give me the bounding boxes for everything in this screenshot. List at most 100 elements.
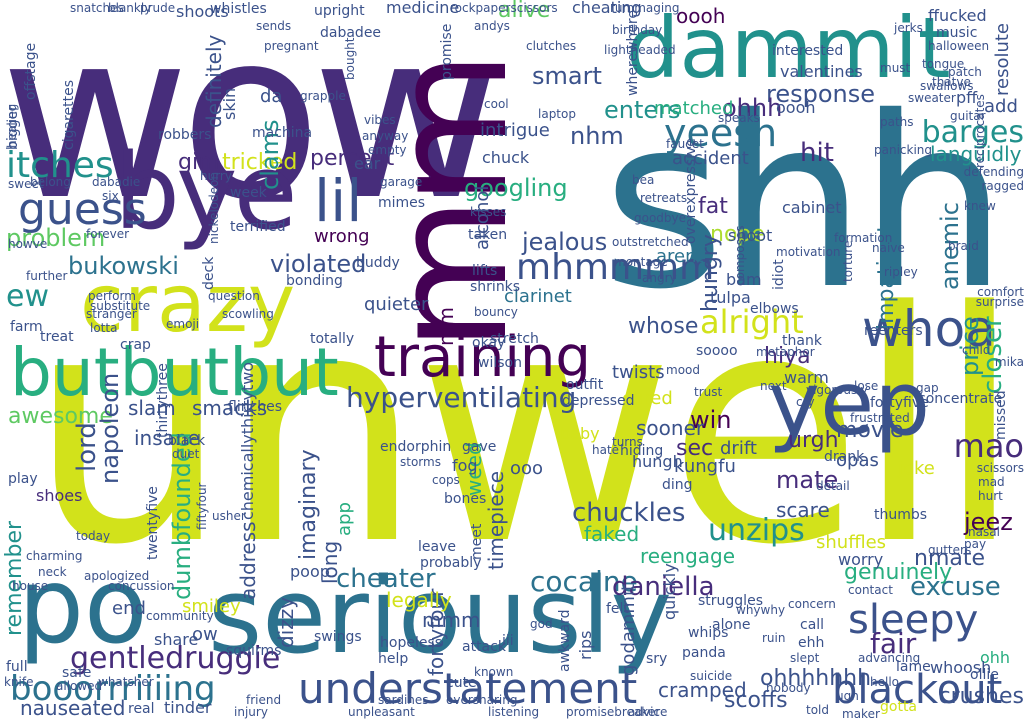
cloud-word: mad bbox=[978, 475, 1005, 489]
cloud-word: ding bbox=[662, 477, 693, 493]
cloud-word: whoa bbox=[862, 300, 996, 358]
cloud-word: nope bbox=[710, 222, 765, 247]
cloud-word: po bbox=[18, 545, 148, 667]
cloud-word: yeesh bbox=[664, 111, 778, 155]
cloud-word: concussion bbox=[108, 579, 175, 593]
cloud-word: mood bbox=[666, 363, 700, 377]
cloud-word: mhmmmm bbox=[516, 247, 715, 288]
cloud-word: sweet bbox=[8, 177, 44, 191]
cloud-word: genuinely bbox=[844, 560, 953, 585]
cloud-word: hello bbox=[870, 675, 899, 689]
cloud-word: retreats bbox=[640, 191, 688, 205]
cloud-word: knife bbox=[4, 675, 34, 689]
cloud-word: pff bbox=[956, 88, 978, 107]
cloud-word: bam bbox=[726, 270, 762, 289]
cloud-word: lotta bbox=[90, 321, 118, 335]
cloud-word: prude bbox=[140, 1, 176, 15]
cloud-word: duet bbox=[172, 447, 200, 461]
cloud-word: soooo bbox=[696, 343, 738, 359]
cloud-word: outstretched bbox=[612, 235, 689, 249]
cloud-word: accident bbox=[672, 148, 749, 169]
cloud-word: guitar bbox=[950, 109, 986, 123]
cloud-word: scissors bbox=[976, 461, 1024, 475]
cloud-word: advice bbox=[628, 705, 668, 719]
cloud-word: anyway bbox=[362, 129, 409, 143]
cloud-word: sry bbox=[646, 651, 668, 667]
cloud-word: empty bbox=[368, 143, 407, 157]
cloud-word: perform bbox=[88, 289, 136, 303]
cloud-word: shh bbox=[602, 66, 1008, 341]
cloud-word: taken bbox=[468, 227, 508, 243]
cloud-word: booorrriiiing bbox=[10, 669, 216, 709]
cloud-word: upright bbox=[314, 3, 365, 19]
cloud-word: usher bbox=[212, 509, 246, 523]
cloud-word: panda bbox=[682, 645, 726, 661]
cloud-word: squirms bbox=[226, 643, 282, 659]
cloud-word: vigorously bbox=[806, 383, 868, 397]
cloud-word: deck bbox=[201, 256, 217, 290]
cloud-word: lord bbox=[72, 422, 102, 472]
cloud-word: birthday bbox=[612, 23, 663, 37]
cloud-word: wrong bbox=[314, 226, 370, 247]
cloud-word: sends bbox=[256, 19, 292, 33]
cloud-word: probably bbox=[420, 555, 482, 571]
cloud-word: alright bbox=[700, 303, 804, 341]
cloud-word: quickly bbox=[660, 563, 679, 620]
cloud-word: understatement bbox=[298, 664, 638, 713]
cloud-word: scare bbox=[776, 498, 830, 522]
cloud-word: intrigue bbox=[480, 120, 550, 141]
cloud-word: shrinks bbox=[470, 279, 521, 295]
cloud-word: hurt bbox=[978, 489, 1003, 503]
cloud-word: bea bbox=[632, 173, 655, 187]
cloud-word: percent bbox=[310, 146, 395, 171]
cloud-word: house bbox=[12, 579, 49, 593]
cloud-word: violated bbox=[270, 250, 367, 278]
cloud-word: movie bbox=[836, 418, 904, 443]
cloud-word: god bbox=[530, 617, 553, 631]
cloud-word: formation bbox=[834, 231, 893, 245]
cloud-word: sweater bbox=[908, 91, 956, 105]
cloud-word: crushes bbox=[938, 684, 1024, 709]
cloud-word: knew bbox=[964, 199, 996, 213]
cloud-word: unpleasant bbox=[348, 705, 415, 719]
cloud-word: da bbox=[260, 86, 283, 107]
cloud-word: ow bbox=[192, 624, 218, 645]
cloud-word: wherewhere bbox=[625, 10, 641, 96]
cloud-word: okay bbox=[472, 335, 506, 351]
cloud-word: dabadie bbox=[92, 175, 141, 189]
cloud-word: safe bbox=[62, 665, 92, 681]
cloud-word: lil bbox=[314, 167, 363, 235]
cloud-word: meet bbox=[469, 523, 485, 560]
cloud-word: clarinet bbox=[504, 286, 572, 307]
cloud-word: dizzy bbox=[274, 596, 298, 648]
cloud-word: win bbox=[690, 406, 732, 434]
cloud-word: ohh bbox=[980, 648, 1011, 667]
cloud-word: forever bbox=[86, 227, 130, 241]
cloud-word: enters bbox=[604, 96, 681, 124]
cloud-word: whywhy bbox=[736, 603, 786, 617]
cloud-word: thirtythree bbox=[155, 363, 171, 438]
cloud-word: nasal bbox=[968, 525, 1000, 539]
cloud-word: jeez bbox=[964, 508, 1013, 536]
cloud-word: healing bbox=[5, 103, 19, 148]
cloud-word: emoji bbox=[166, 317, 200, 331]
cloud-word: clutches bbox=[526, 39, 577, 53]
cloud-word: reciprocates bbox=[973, 94, 987, 168]
cloud-word: tongue bbox=[922, 57, 965, 71]
cloud-word: today bbox=[76, 529, 111, 543]
cloud-word: mimes bbox=[378, 195, 426, 211]
cloud-word: stretch bbox=[490, 331, 539, 347]
cloud-word: motivation bbox=[776, 245, 841, 259]
cloud-word: halloween bbox=[928, 39, 990, 53]
cloud-word: hopeless bbox=[380, 635, 443, 651]
cloud-word: attack bbox=[462, 639, 506, 655]
cloud-word: thank bbox=[782, 333, 822, 349]
cloud-word: barges bbox=[921, 115, 1024, 150]
cloud-word: felt bbox=[606, 601, 629, 617]
cloud-word: promisebreaker bbox=[566, 705, 661, 719]
cloud-word: smart bbox=[532, 62, 602, 90]
cloud-word: gotta bbox=[880, 699, 918, 715]
cloud-word: baby bbox=[560, 424, 600, 443]
cloud-word: nickelodeon bbox=[207, 171, 221, 244]
cloud-word: child bbox=[962, 343, 991, 357]
